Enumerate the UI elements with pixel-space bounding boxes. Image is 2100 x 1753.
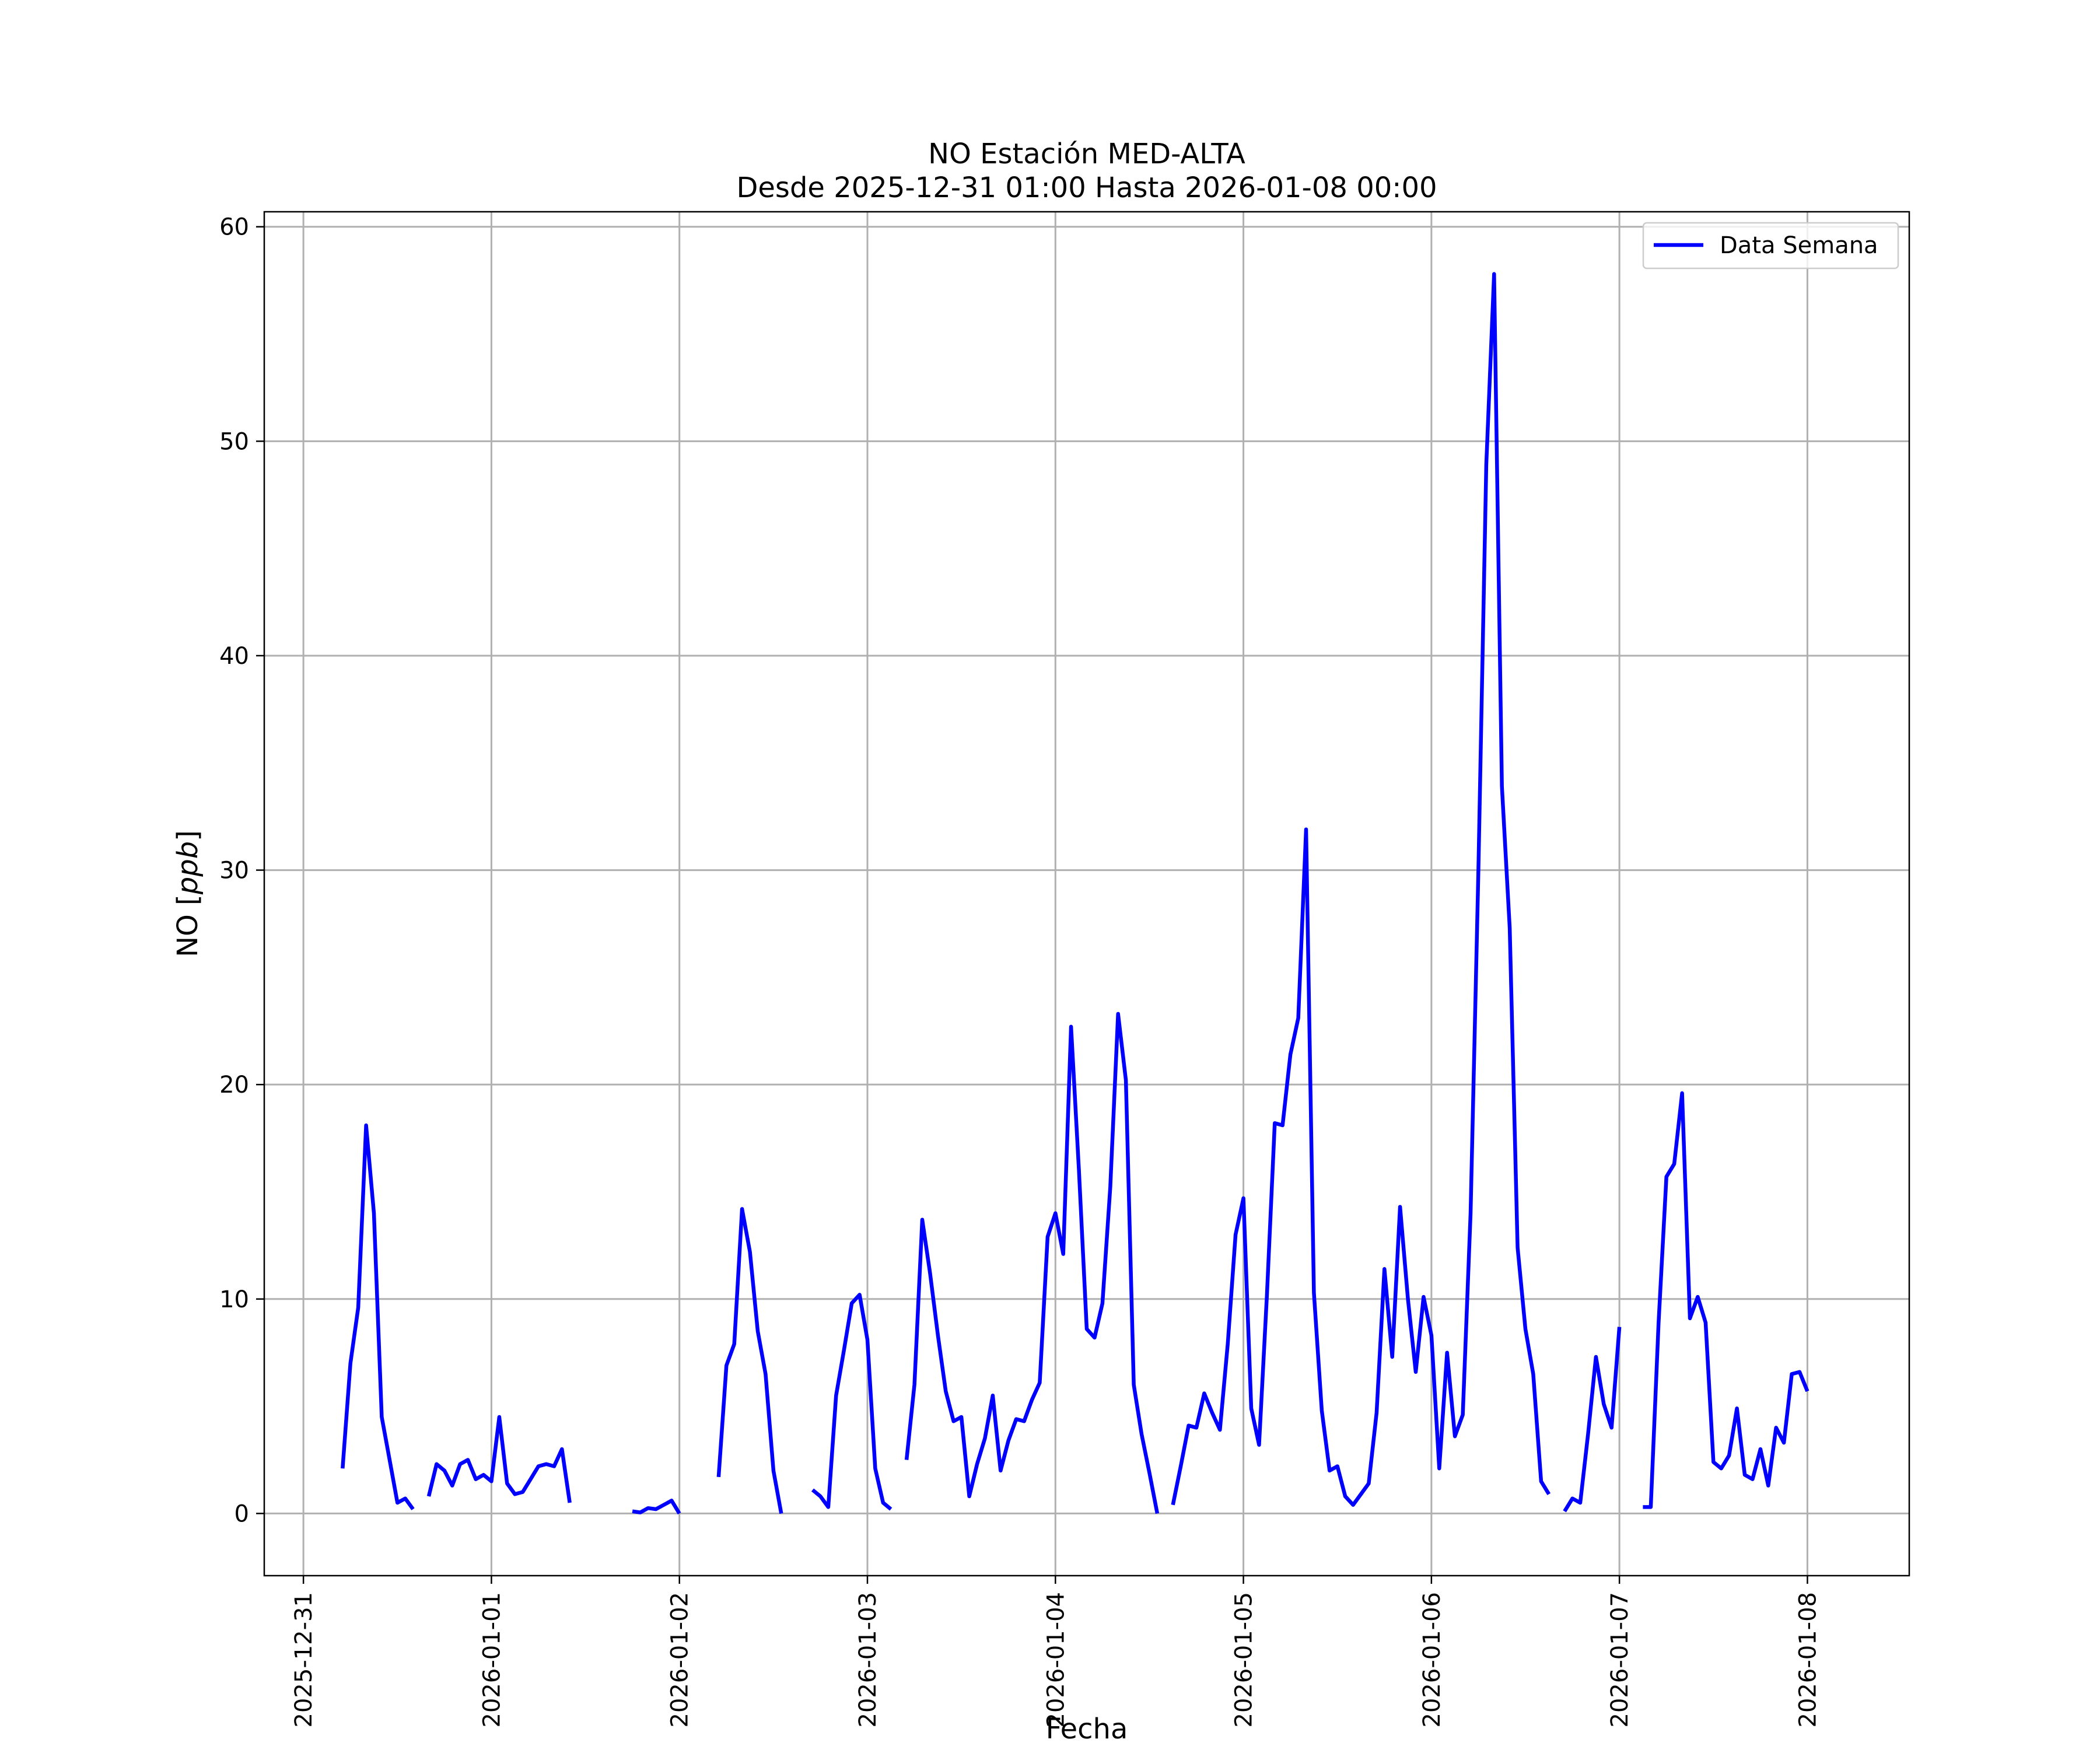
y-axis-label: NO [ppb] bbox=[172, 830, 204, 957]
series-line-segment bbox=[632, 1499, 681, 1515]
series-line-segment bbox=[811, 1293, 892, 1511]
series-line-segment bbox=[1171, 272, 1551, 1507]
series-line-segment bbox=[904, 1012, 1160, 1514]
x-tick-label: 2026-01-04 bbox=[1042, 1592, 1069, 1727]
x-tick-label: 2026-01-06 bbox=[1419, 1592, 1446, 1727]
chart-subtitle: Desde 2025-12-31 01:00 Hasta 2026-01-08 … bbox=[736, 172, 1437, 204]
x-tick-label: 2026-01-03 bbox=[855, 1592, 881, 1727]
legend-label: Data Semana bbox=[1720, 232, 1878, 259]
x-tick-label: 2026-01-01 bbox=[478, 1592, 505, 1727]
y-tick-label: 30 bbox=[219, 858, 249, 884]
x-axis-label: Fecha bbox=[1046, 1713, 1128, 1745]
y-axis-ticks: 0 10 20 30 40 50 60 bbox=[219, 214, 264, 1527]
y-tick-label: 10 bbox=[219, 1286, 249, 1313]
series-line-segment bbox=[341, 1123, 415, 1510]
series-line-segment bbox=[1563, 1327, 1622, 1513]
chart-title: NO Estación MED-ALTA bbox=[928, 138, 1245, 170]
y-tick-label: 50 bbox=[219, 428, 249, 455]
series-line-segment bbox=[1643, 1091, 1810, 1509]
legend-box bbox=[1642, 222, 1899, 270]
x-tick-label: 2026-01-07 bbox=[1606, 1592, 1633, 1727]
legend: Data Semana bbox=[1642, 222, 1899, 270]
series-line-segment bbox=[716, 1207, 783, 1514]
y-tick-label: 40 bbox=[219, 643, 249, 670]
y-tick-label: 20 bbox=[219, 1072, 249, 1098]
x-tick-label: 2025-12-31 bbox=[290, 1592, 317, 1727]
y-tick-label: 0 bbox=[235, 1500, 249, 1527]
x-tick-label: 2026-01-05 bbox=[1231, 1592, 1258, 1727]
y-axis-label-unit: ppb bbox=[172, 841, 204, 895]
y-tick-label: 60 bbox=[219, 214, 249, 241]
plot-frame bbox=[263, 211, 1910, 1577]
series-line-segment bbox=[426, 1415, 572, 1503]
y-axis-label-suffix: ] bbox=[172, 830, 204, 841]
x-tick-label: 2026-01-02 bbox=[667, 1592, 694, 1727]
data-series-layer bbox=[341, 272, 1810, 1515]
x-tick-label: 2026-01-08 bbox=[1794, 1592, 1821, 1727]
x-axis-ticks: 2025-12-31 2026-01-01 2026-01-02 2026-01-03… bbox=[290, 1576, 1821, 1727]
y-axis-label-prefix: NO [ bbox=[172, 894, 204, 957]
